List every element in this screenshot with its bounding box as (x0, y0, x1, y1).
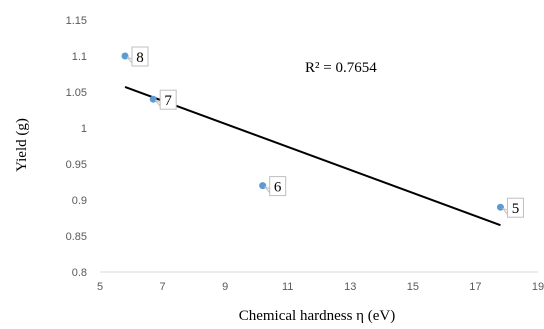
y-tick-label: 1.15 (66, 15, 87, 27)
trendline (124, 86, 501, 227)
point-label: 5 (512, 201, 520, 217)
point-label-callout: 7 (154, 89, 177, 110)
callout-pointer (264, 186, 271, 194)
y-axis-title: Yield (g) (14, 118, 30, 172)
x-tick-label: 9 (222, 281, 228, 293)
data-point (121, 52, 129, 60)
y-axis-tick-labels: 0.8 0.85 0.9 0.95 1 1.05 1.1 1.15 (66, 15, 87, 279)
point-label-callout: 5 (502, 197, 524, 218)
point-label-callout: 8 (126, 46, 149, 67)
y-tick-label: 1.1 (72, 51, 87, 63)
x-tick-label: 13 (344, 281, 356, 293)
data-point-labels: 8 7 6 5 (126, 46, 524, 218)
x-tick-label: 5 (97, 281, 103, 293)
data-point (259, 182, 267, 190)
y-tick-label: 1 (81, 123, 87, 135)
data-point (496, 203, 504, 211)
x-axis-tick-labels: 5 7 9 11 13 15 17 19 (97, 281, 544, 293)
x-axis-title: Chemical hardness η (eV) (239, 308, 396, 324)
callout-pointer (502, 207, 508, 216)
callout-pointer (126, 56, 133, 65)
x-tick-label: 7 (160, 281, 166, 293)
r-squared-annotation: R² = 0.7654 (305, 60, 377, 76)
callout-pointer (154, 99, 161, 108)
y-tick-label: 0.85 (66, 231, 87, 243)
x-tick-label: 19 (532, 281, 544, 293)
data-point (149, 95, 157, 103)
point-label: 7 (164, 93, 172, 109)
callout-box (506, 197, 524, 218)
callout-box (159, 89, 177, 110)
data-points (121, 52, 504, 211)
callout-box (269, 176, 287, 197)
point-label: 6 (274, 180, 282, 196)
y-tick-label: 1.05 (66, 87, 87, 99)
y-tick-label: 0.95 (66, 159, 87, 171)
x-tick-label: 11 (282, 281, 293, 293)
y-tick-label: 0.9 (72, 195, 87, 207)
point-label: 8 (136, 50, 144, 66)
x-tick-label: 15 (407, 281, 419, 293)
x-tick-label: 17 (469, 281, 481, 293)
point-label-callout: 6 (264, 176, 287, 197)
y-tick-label: 0.8 (72, 267, 87, 279)
callout-box (131, 46, 149, 67)
